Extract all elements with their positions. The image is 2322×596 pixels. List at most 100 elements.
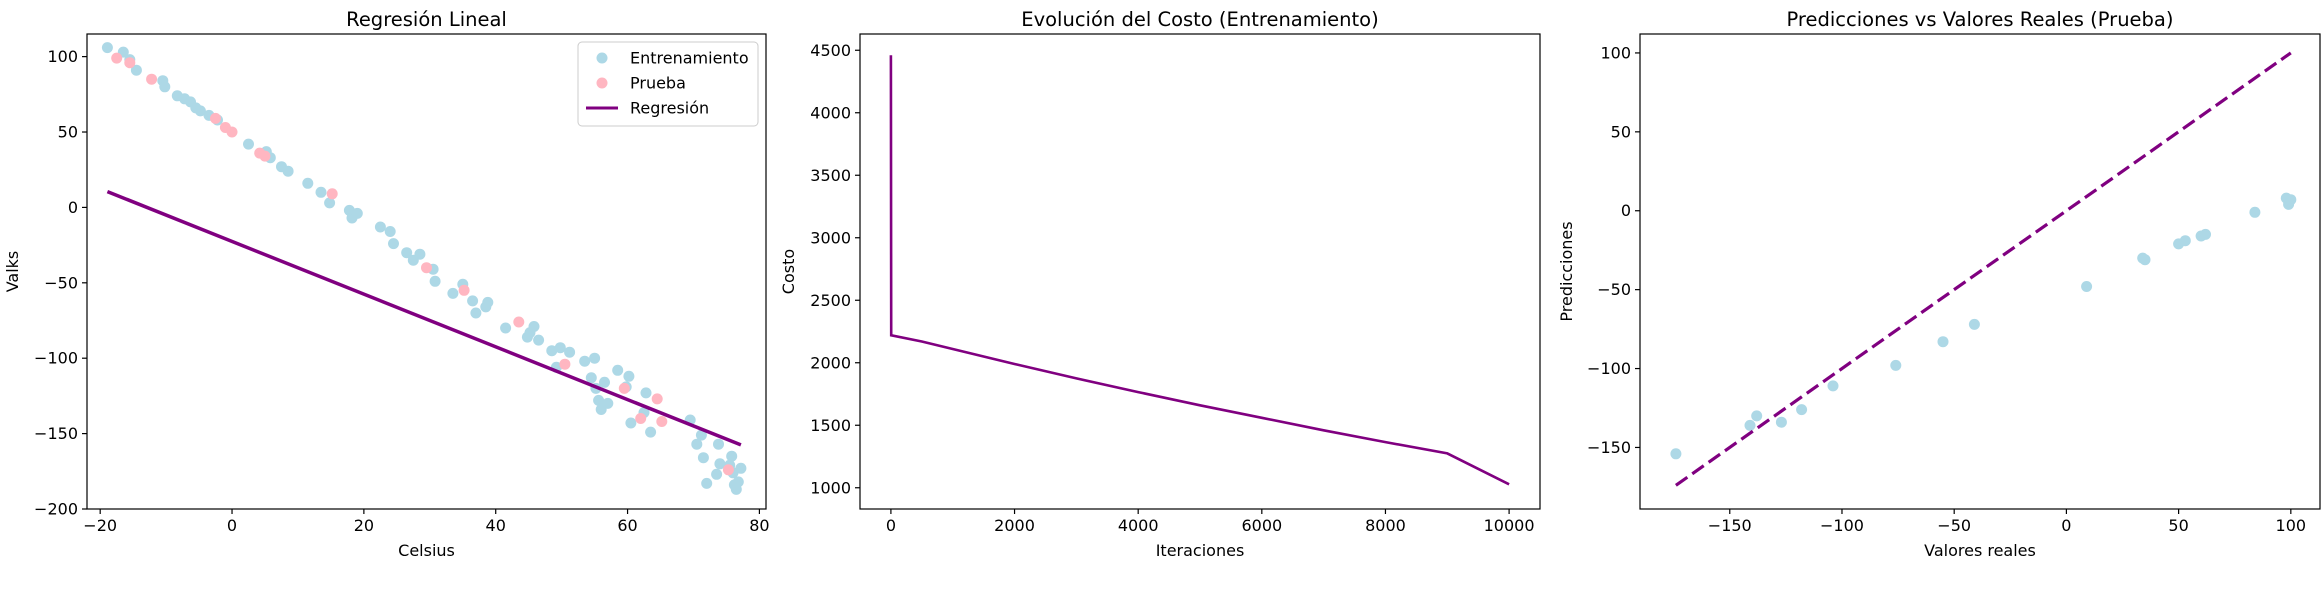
series-line [106, 189, 742, 447]
x-tick-label: 100 [2276, 516, 2307, 535]
data-point [1744, 419, 1756, 431]
x-tick-label: 60 [617, 516, 637, 535]
legend: Entrenamiento Prueba Regresión [577, 41, 759, 127]
y-tick-label: −150 [34, 424, 78, 443]
data-point [559, 358, 571, 370]
x-tick-label: 0 [227, 516, 237, 535]
y-tick-label: 4000 [810, 103, 851, 122]
data-point [640, 387, 652, 399]
x-tick-label: 10000 [1484, 516, 1535, 535]
y-tick-label: 2500 [810, 291, 851, 310]
data-point [528, 321, 540, 332]
data-point [735, 462, 747, 474]
y-tick-label: 50 [1611, 122, 1631, 141]
y-axis-label: Predicciones [1557, 221, 1576, 321]
series-regresión [106, 189, 742, 447]
data-point [2249, 206, 2261, 218]
legend-box [577, 41, 759, 127]
data-point [421, 262, 432, 274]
y-tick-label: 100 [1600, 43, 1631, 62]
data-point [146, 73, 158, 85]
series-line-0 [889, 55, 1510, 486]
data-point [2081, 281, 2093, 292]
data-point [1796, 404, 1808, 416]
data-point [458, 284, 470, 296]
x-axis-label: Iteraciones [1156, 541, 1245, 560]
data-point [130, 64, 142, 76]
data-point [124, 57, 136, 69]
data-point [602, 397, 614, 409]
data-point [1751, 410, 1763, 422]
data-point [388, 238, 399, 250]
chart-title: Evolución del Costo (Entrenamiento) [1021, 8, 1378, 31]
chart-title: Regresión Lineal [346, 8, 507, 31]
data-point [623, 370, 635, 382]
data-point [612, 364, 624, 376]
data-point [645, 426, 657, 438]
data-point [101, 42, 113, 54]
data-point [243, 138, 254, 150]
data-point [697, 452, 709, 464]
data-point [2200, 228, 2211, 240]
y-axis-label: Costo [779, 249, 798, 294]
data-point [554, 342, 566, 354]
data-point [374, 221, 386, 233]
y-tick-label: 50 [58, 123, 78, 142]
x-axis-label: Celsius [398, 541, 455, 560]
data-point [722, 464, 734, 476]
data-point [713, 438, 724, 450]
x-tick-label: 80 [749, 516, 769, 535]
x-tick-label: 6000 [1241, 516, 1282, 535]
x-tick-label: 20 [354, 516, 374, 535]
y-tick-label: −200 [34, 500, 78, 519]
x-tick-label: −50 [1937, 516, 1971, 535]
data-point [726, 450, 738, 462]
y-axis-label: Valks [3, 251, 22, 293]
data-point [429, 275, 441, 287]
x-tick-label: 2000 [994, 516, 1035, 535]
chart-3: −150 −100 −50 0 50 100 −150 −100 −50 0 50 100 Predic… [1557, 8, 2321, 560]
data-point [546, 345, 558, 357]
data-point [1670, 448, 1682, 460]
x-tick-label: 4000 [1118, 516, 1159, 535]
data-point [467, 295, 479, 307]
y-tick-label: 0 [1621, 201, 1631, 220]
data-point [564, 346, 576, 358]
data-point [470, 307, 482, 319]
data-point [579, 355, 591, 367]
data-point [159, 81, 171, 93]
data-point [695, 429, 707, 441]
data-point [384, 226, 396, 237]
x-tick-label: 50 [2168, 516, 2188, 535]
chart-2: 0 2000 4000 6000 8000 10000 1000 1500 2000 2500 30… [779, 8, 1541, 560]
data-point [599, 376, 610, 388]
data-point [711, 468, 723, 480]
data-point [282, 165, 294, 177]
series-scatter-0 [1670, 192, 2297, 460]
legend-marker [596, 77, 608, 89]
y-tick-label: 2000 [810, 353, 851, 372]
data-point [1937, 336, 1949, 348]
data-point [414, 248, 426, 260]
data-point [210, 112, 221, 124]
x-tick-label: −100 [1820, 516, 1864, 535]
y-tick-label: 1000 [810, 478, 851, 497]
data-point [111, 52, 123, 64]
y-tick-label: 1500 [810, 416, 851, 435]
x-tick-label: −20 [83, 516, 117, 535]
legend-marker [596, 52, 608, 64]
data-point [500, 322, 512, 334]
x-tick-label: 0 [2061, 516, 2071, 535]
data-point [732, 476, 744, 488]
legend-label: Prueba [630, 74, 686, 93]
axes-frame [859, 33, 1541, 510]
series-line [889, 55, 1510, 486]
data-point [2285, 194, 2297, 206]
data-point [324, 197, 336, 209]
y-tick-label: −50 [1597, 280, 1631, 299]
data-point [447, 287, 459, 299]
data-point [326, 188, 338, 200]
data-point [401, 247, 413, 259]
data-point [302, 177, 314, 189]
